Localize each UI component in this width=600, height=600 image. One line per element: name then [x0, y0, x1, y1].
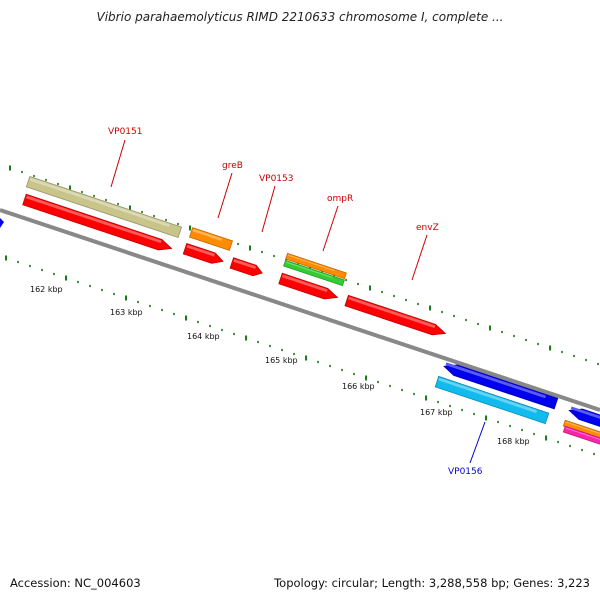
- kbp-label: 164 kbp: [187, 332, 220, 341]
- feature-ompR-track-2[interactable]: [283, 259, 345, 287]
- feature-ompR-gene[interactable]: [278, 272, 339, 302]
- feature-envZ-gene[interactable]: [344, 294, 447, 338]
- feature-greB-gene[interactable]: [182, 242, 224, 266]
- kbp-label: 166 kbp: [342, 382, 375, 391]
- kbp-label: 167 kbp: [420, 408, 453, 417]
- feature-greB-track[interactable]: [188, 227, 234, 251]
- gene-leader-line: [110, 139, 126, 188]
- feature-next-track-2[interactable]: [562, 425, 600, 449]
- kbp-label: 163 kbp: [110, 308, 143, 317]
- lower-tick-row: [5, 255, 595, 456]
- gene-label-VP0151[interactable]: VP0151: [108, 127, 143, 137]
- gene-label-envZ[interactable]: envZ: [416, 223, 439, 233]
- feature-VP0153-gene[interactable]: [229, 257, 264, 279]
- gene-leader-line: [261, 185, 276, 233]
- feature-left-edge-gene[interactable]: [0, 218, 4, 228]
- feature-next-gene[interactable]: [567, 405, 600, 432]
- accession-label: Accession: NC_004603: [10, 576, 141, 590]
- kbp-label: 165 kbp: [265, 356, 298, 365]
- feature-VP0151-track[interactable]: [25, 175, 183, 239]
- gene-leader-line: [469, 421, 486, 464]
- gene-label-VP0156[interactable]: VP0156: [448, 467, 483, 477]
- feature-VP0151-gene[interactable]: [22, 193, 174, 253]
- feature-ompR-track-1[interactable]: [285, 252, 347, 280]
- gene-label-VP0153[interactable]: VP0153: [259, 174, 294, 184]
- topology-label: Topology: circular; Length: 3,288,558 bp…: [274, 576, 590, 590]
- kbp-label: 168 kbp: [497, 437, 530, 446]
- gene-leader-line: [411, 234, 428, 281]
- map-title: Vibrio parahaemolyticus RIMD 2210633 chr…: [96, 10, 504, 24]
- gene-label-ompR[interactable]: ompR: [327, 194, 353, 204]
- genome-backbone: [0, 208, 600, 412]
- feature-VP0156-gene[interactable]: [442, 361, 559, 410]
- upper-tick-row: [9, 165, 599, 366]
- gene-label-greB[interactable]: greB: [222, 161, 243, 171]
- feature-next-track-1[interactable]: [562, 419, 600, 443]
- feature-VP0156-track[interactable]: [434, 375, 550, 425]
- gene-leader-line: [217, 172, 233, 219]
- gene-leader-line: [322, 205, 339, 252]
- kbp-label: 162 kbp: [30, 285, 63, 294]
